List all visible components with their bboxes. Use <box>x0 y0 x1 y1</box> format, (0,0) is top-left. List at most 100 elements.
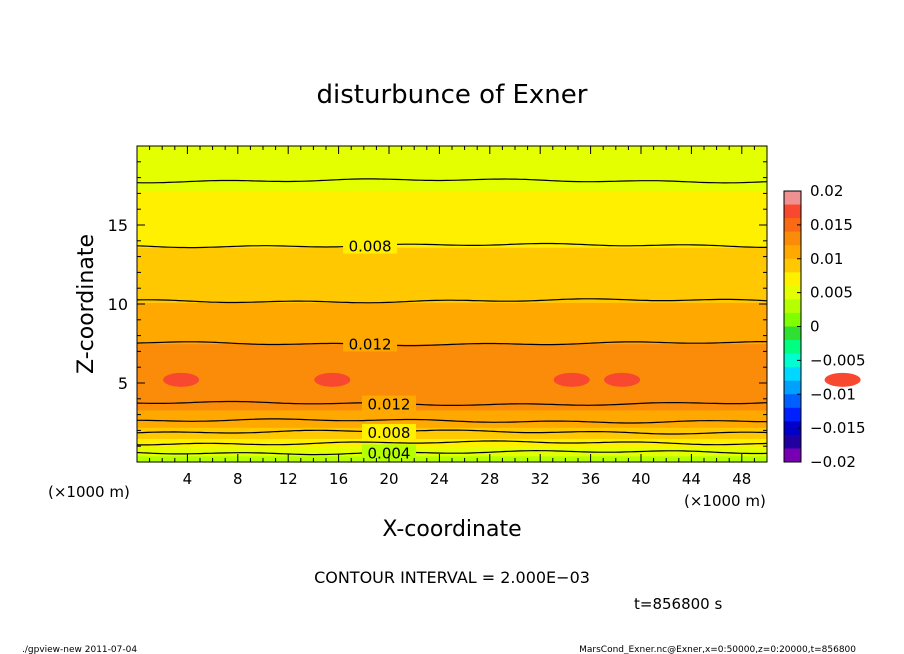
field-band <box>137 397 767 400</box>
field-band <box>137 164 767 168</box>
field-band <box>137 288 767 291</box>
x-tick-label: 16 <box>329 470 348 488</box>
field-band <box>137 283 767 286</box>
field-band <box>137 269 767 272</box>
field-band <box>137 401 767 405</box>
field-band <box>137 232 767 236</box>
contour-label-bg <box>362 395 416 412</box>
hotspot <box>553 372 590 387</box>
field-band <box>137 275 767 278</box>
field-band <box>137 340 767 343</box>
field-band <box>137 223 767 226</box>
colorbar-swatch <box>784 231 801 246</box>
field-band <box>137 425 767 428</box>
field-band <box>137 217 767 220</box>
contour-interval-note: CONTOUR INTERVAL = 2.000E−03 <box>314 568 590 587</box>
field-band <box>137 242 767 245</box>
contour-line <box>136 449 768 456</box>
field-band <box>137 185 767 188</box>
colorbar-tick-label: 0.02 <box>810 182 843 200</box>
field-band <box>137 266 767 269</box>
field-band <box>137 351 767 354</box>
colorbar-swatch <box>784 204 801 219</box>
field-band <box>137 405 767 408</box>
field-band <box>137 450 767 454</box>
field-band <box>137 395 767 398</box>
colorbar-swatch <box>784 367 801 382</box>
contour-line <box>136 400 768 406</box>
field-band <box>137 438 767 441</box>
field-band <box>137 346 767 349</box>
y-axis-ticks: 5 10 15 <box>108 145 767 463</box>
field-band <box>137 152 767 155</box>
field-band <box>137 262 767 266</box>
field-band <box>137 273 767 277</box>
field-band <box>137 436 767 439</box>
field-band <box>137 370 767 373</box>
field-band <box>137 261 767 264</box>
field-band <box>137 225 767 228</box>
field-band <box>137 430 767 433</box>
field-band <box>137 365 767 368</box>
hotspot <box>163 372 200 387</box>
field-band <box>137 239 767 242</box>
field-band <box>137 190 767 193</box>
colorbar-swatch <box>784 326 801 341</box>
field-band <box>137 384 767 387</box>
field-band <box>137 378 767 381</box>
field-band <box>137 253 767 256</box>
x-unit-right: (×1000 m) <box>684 492 766 510</box>
x-tick-label: 48 <box>732 470 751 488</box>
contour-label-bg <box>343 237 398 254</box>
field-band <box>137 373 767 376</box>
field-band <box>137 292 767 296</box>
field-band <box>137 247 767 250</box>
field-band <box>137 291 767 294</box>
plot-area <box>137 146 861 463</box>
field-band <box>137 160 767 163</box>
field-band <box>137 207 767 210</box>
field-band <box>137 149 767 152</box>
field-band <box>137 300 767 304</box>
colorbar-tick-label: −0.01 <box>810 385 856 403</box>
colorbar-swatch <box>784 299 801 314</box>
field-band <box>137 218 767 221</box>
field-band <box>137 194 767 198</box>
colorbar-tick-label: 0.015 <box>810 216 853 234</box>
field-band <box>137 196 767 199</box>
field-band <box>137 383 767 386</box>
x-axis-label: X-coordinate <box>382 517 521 542</box>
field-band <box>137 364 767 367</box>
x-tick-label: 36 <box>581 470 600 488</box>
contour-line <box>137 440 768 446</box>
contour-label: 0.004 <box>368 445 411 463</box>
colorbar-swatch <box>784 407 801 422</box>
field-band <box>137 289 767 292</box>
contour-label: 0.008 <box>368 424 411 442</box>
colorbar-swatch <box>784 394 801 409</box>
field-band <box>137 324 767 327</box>
y-tick-label: 5 <box>118 374 128 393</box>
field-band <box>137 210 767 213</box>
field-band <box>137 187 767 190</box>
field-band <box>137 318 767 321</box>
field-band <box>137 168 767 171</box>
colorbar-swatch <box>784 353 801 368</box>
field-band <box>137 332 767 335</box>
field-band <box>137 245 767 248</box>
field-band <box>137 400 767 403</box>
colorbar-swatch <box>784 258 801 273</box>
colorbar-swatch <box>784 448 801 463</box>
field-band <box>137 209 767 212</box>
field-band <box>137 231 767 234</box>
field-band <box>137 371 767 375</box>
field-band <box>137 201 767 204</box>
colorbar-swatch <box>784 272 801 287</box>
field-band <box>137 341 767 345</box>
field-band <box>137 158 767 161</box>
colorbar-swatch <box>784 340 801 355</box>
colorbar-swatch <box>784 312 801 327</box>
field-band <box>137 234 767 237</box>
field-band <box>137 376 767 379</box>
